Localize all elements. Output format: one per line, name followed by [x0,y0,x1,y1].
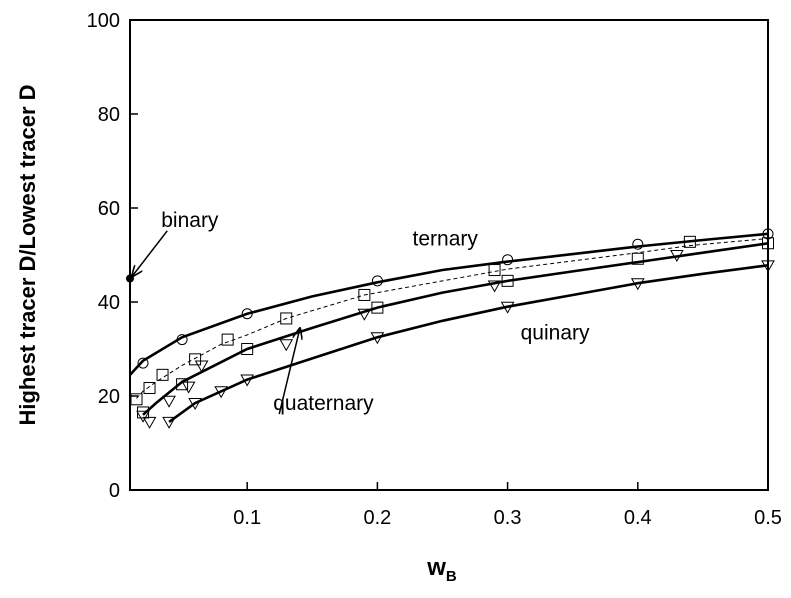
ternary-point [176,334,188,346]
ternary-point [632,238,644,250]
series-2-point [176,378,189,391]
annotation-arrow [278,328,300,415]
x-tick-label: 0.4 [624,507,652,529]
ternary-point [137,357,149,369]
x-tick-label: 0.5 [754,507,782,529]
plot-frame [129,19,769,491]
y-tick-label: 80 [98,104,120,126]
series-2-point [501,274,514,287]
series-2-point [762,237,774,250]
quinary-point [669,250,684,263]
quaternary-point [279,339,294,352]
quinary-point [761,260,775,273]
quaternary-point [181,381,196,394]
x-tick-label: 0.3 [494,507,522,529]
x-tick-label: 0.2 [363,507,391,529]
annotation-arrow [132,230,168,277]
annotation-binary: binary [161,209,219,232]
series-2-point [221,333,234,346]
series-2-point [358,288,371,301]
ternary-line [129,232,769,376]
x-axis-title: wB [426,554,457,585]
series-2-point [156,368,169,381]
series-2-point [488,264,501,277]
quinary-point [188,398,202,411]
x-tick-label: 0.1 [233,507,261,529]
quaternary-point [136,410,150,423]
y-tick-label: 0 [109,480,120,502]
quinary-line [168,264,769,423]
annotation-ternary: ternary [413,228,479,251]
quinary-point [630,278,645,291]
quaternary-point [357,308,372,321]
quinary-point [370,332,385,345]
axis-ticks: 0.1 0.2 0.3 0.4 0.5 0 20 40 60 80 100 [87,10,782,529]
quinary-point [500,301,515,314]
series-2-point [280,312,293,325]
series-markers [126,228,775,429]
series-2-line [136,238,769,399]
series-lines [129,232,769,423]
quaternary-line [142,242,769,416]
series-2-point [189,353,202,366]
quaternary-point [487,280,502,293]
quaternary-point [194,360,209,373]
annotations: binary ternary quinary quaternary [132,209,590,415]
series-2-point [683,235,696,248]
quinary-point [162,416,176,429]
quinary-point [214,386,229,399]
ternary-point [502,254,514,266]
ternary-point [371,275,383,287]
y-tick-label: 100 [87,10,120,32]
ternary-point [762,228,774,240]
y-tick-label: 60 [98,198,120,220]
series-2-point [241,343,254,355]
annotation-quaternary: quaternary [273,392,374,415]
y-tick-label: 40 [98,292,120,314]
series-2-point [130,393,143,406]
series-2-point [371,301,384,314]
series-2-point [143,382,156,395]
y-axis-title: Highest tracer D/Lowest tracer D [15,84,40,425]
y-tick-label: 20 [98,386,120,408]
quaternary-point [162,395,176,408]
series-2-point [631,252,644,265]
ternary-point [241,308,253,320]
x-axis-title-subscript: B [446,568,457,585]
annotation-quinary: quinary [521,322,590,345]
quinary-point [240,374,255,387]
x-axis-title-main: w [426,554,446,581]
quaternary-point [142,416,157,429]
